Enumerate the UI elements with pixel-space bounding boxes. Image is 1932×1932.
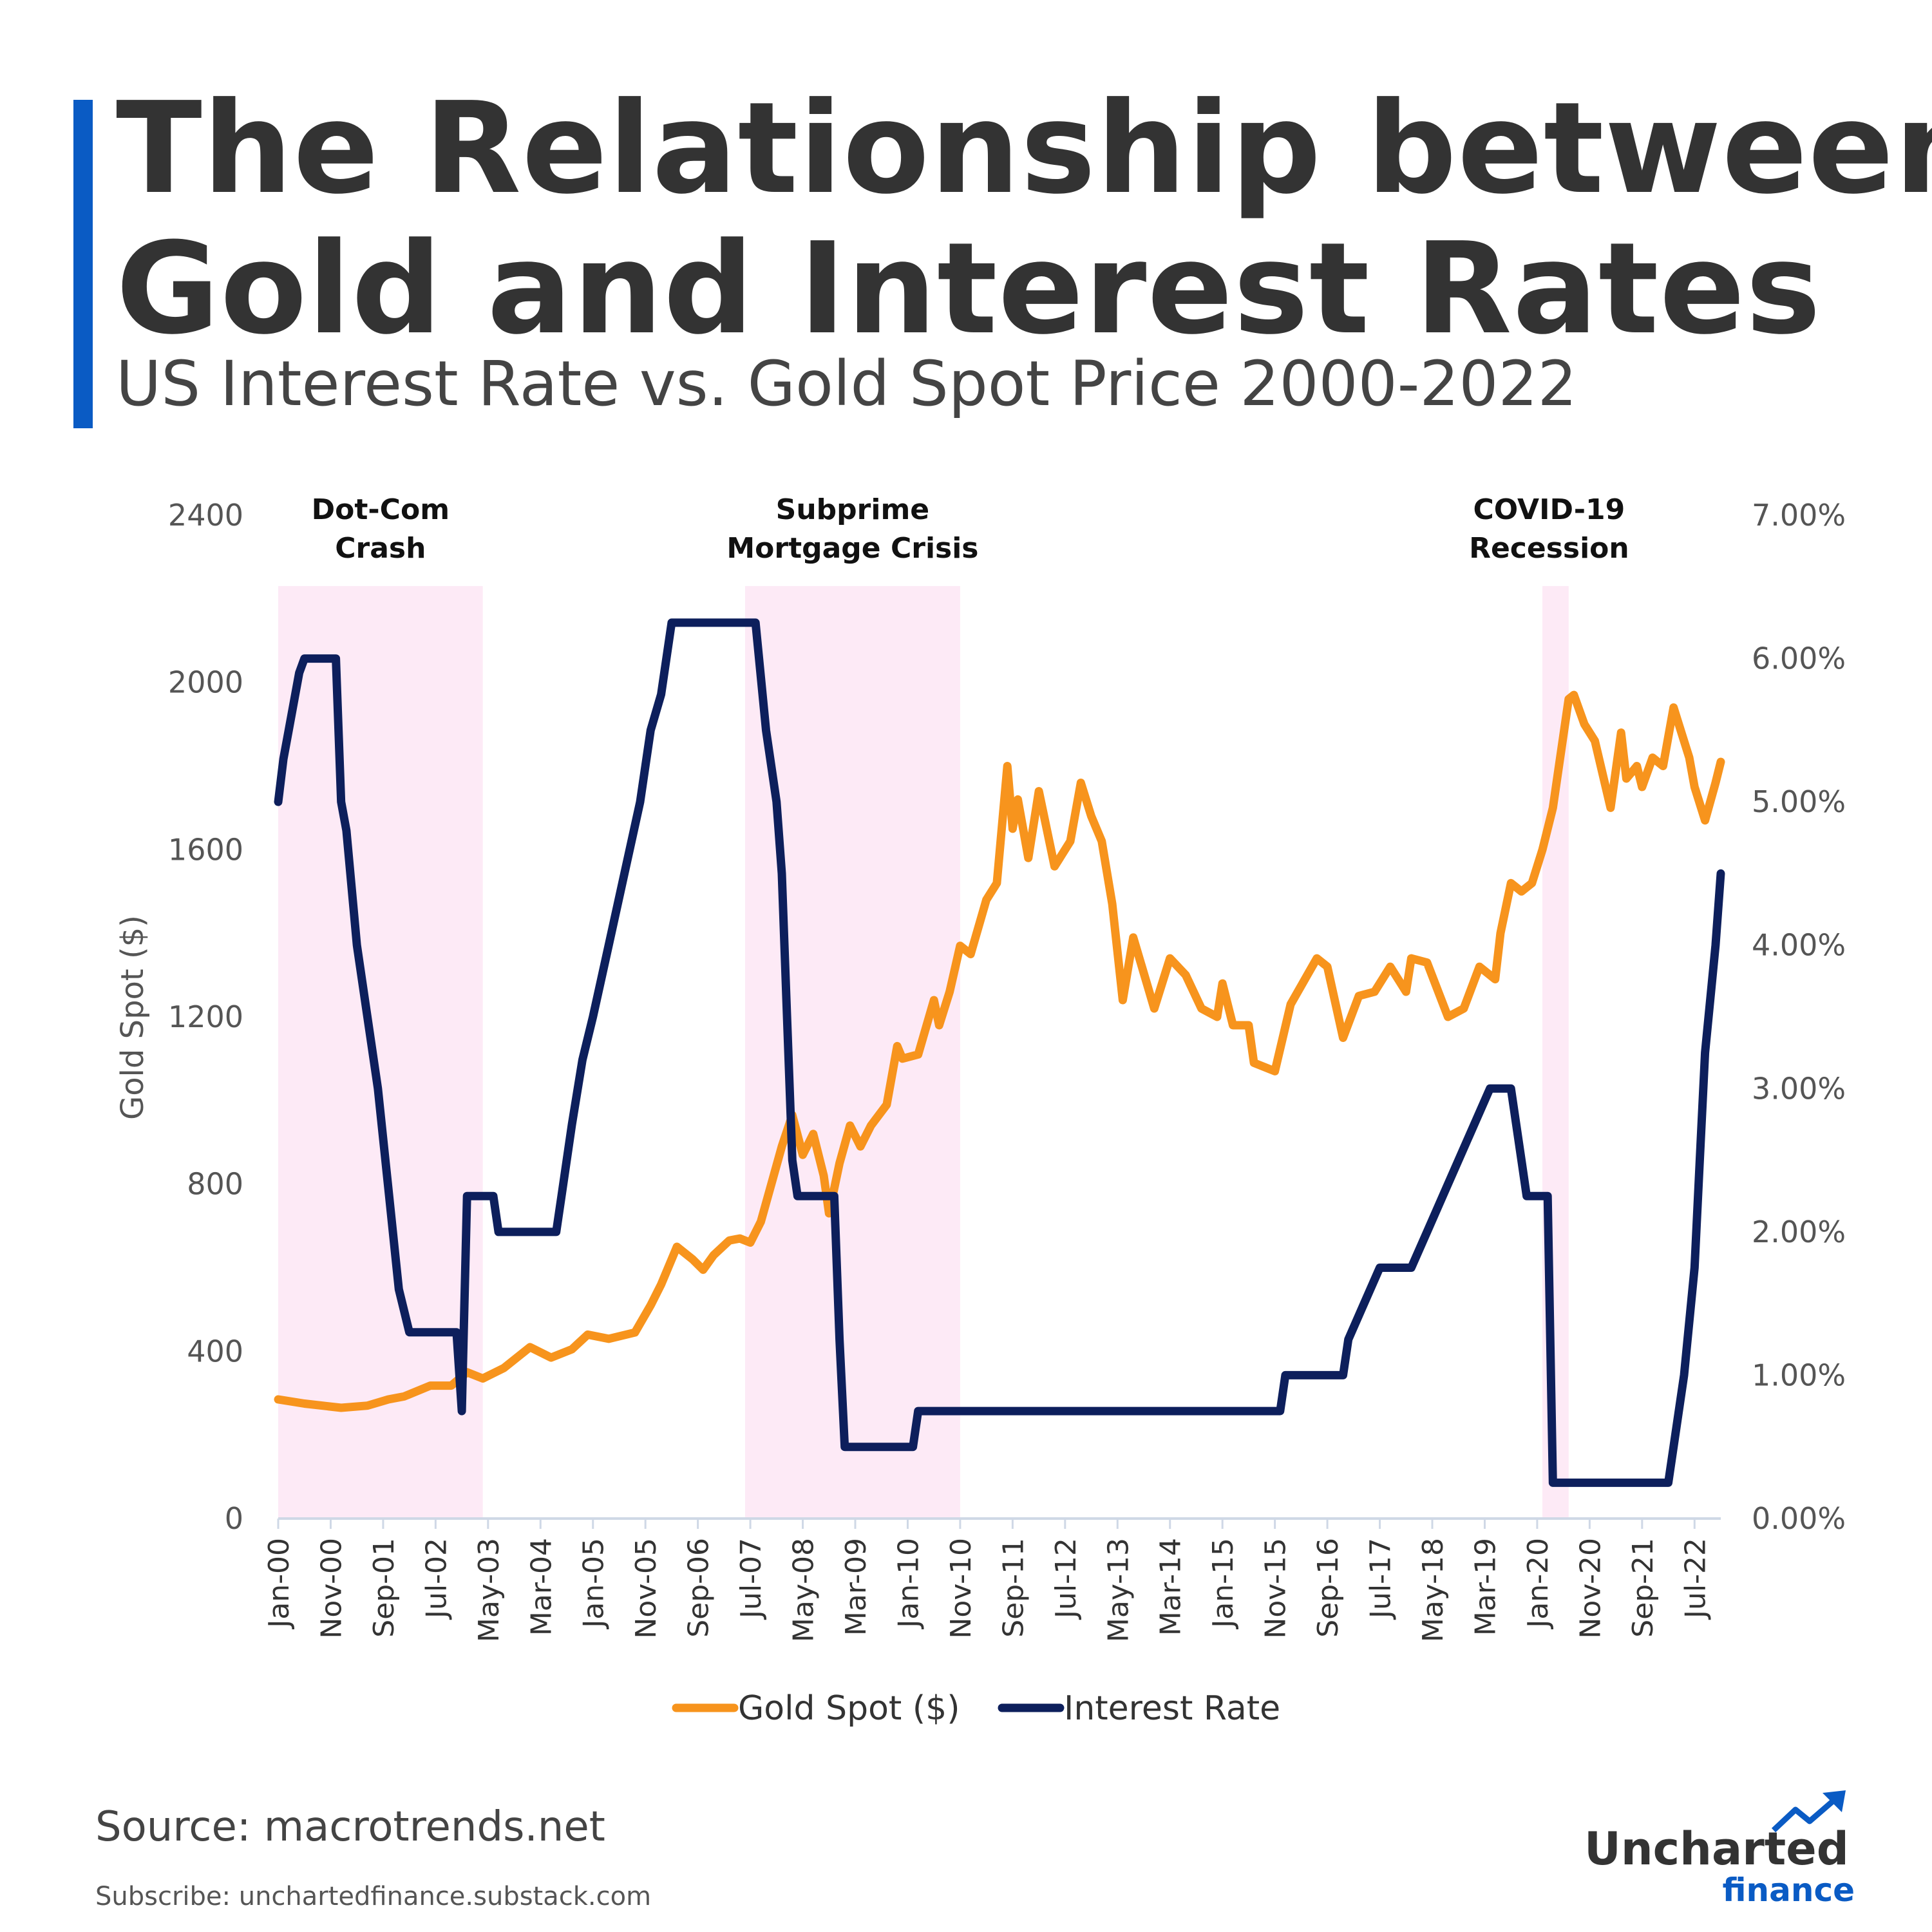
x-tick-label: Nov-00 — [315, 1538, 348, 1639]
uncharted-finance-logo: Uncharted finance — [1584, 1790, 1855, 1909]
accent-bar — [73, 100, 93, 428]
title-line-2: Gold and Interest Rates — [116, 216, 1822, 363]
x-tick-label: Jul-02 — [420, 1538, 453, 1620]
period-label: Crash — [335, 532, 426, 565]
y-right-tick-label: 2.00% — [1752, 1215, 1846, 1249]
x-tick-label: May-18 — [1417, 1538, 1450, 1642]
subscribe-link[interactable]: Subscribe: unchartedfinance.substack.com — [95, 1882, 652, 1911]
period-label: Subprime — [776, 493, 929, 526]
x-tick-label: Jan-15 — [1207, 1538, 1240, 1630]
y-left-tick-label: 2000 — [168, 665, 243, 700]
recession-band — [744, 586, 960, 1519]
recession-shading-layer — [278, 586, 1569, 1519]
y-right-tick-label: 5.00% — [1752, 784, 1846, 819]
x-tick-label: May-08 — [788, 1538, 820, 1642]
x-tick-label: Mar-14 — [1155, 1538, 1188, 1636]
y-right-tick-label: 0.00% — [1752, 1501, 1846, 1536]
x-tick-label: Sep-21 — [1627, 1538, 1660, 1638]
x-tick-label: Sep-16 — [1312, 1538, 1345, 1638]
x-tick-label: Sep-06 — [683, 1538, 715, 1638]
x-tick-label: Jul-17 — [1365, 1538, 1397, 1620]
period-label: Mortgage Crisis — [726, 532, 978, 565]
y-right-tick-label: 7.00% — [1752, 498, 1846, 533]
x-tick-label: Nov-10 — [945, 1538, 978, 1639]
x-tick-label: Nov-20 — [1574, 1538, 1607, 1639]
x-tick-label: Sep-11 — [997, 1538, 1030, 1638]
x-tick-label: May-03 — [473, 1538, 506, 1642]
legend-label-gold: Gold Spot ($) — [738, 1689, 960, 1728]
x-tick-label: Sep-01 — [368, 1538, 401, 1638]
y-right-tick-label: 4.00% — [1752, 928, 1846, 963]
logo-word-uncharted: Uncharted — [1584, 1823, 1849, 1875]
y-left-tick-label: 1600 — [168, 832, 243, 867]
x-tick-label: Jul-12 — [1050, 1538, 1083, 1620]
period-label: Dot-Com — [312, 493, 450, 526]
x-tick-label: Nov-15 — [1260, 1538, 1293, 1639]
x-tick-label: Nov-05 — [630, 1538, 663, 1639]
page-title: The Relationship between Gold and Intere… — [116, 79, 1932, 359]
y-left-tick-label: 400 — [187, 1334, 243, 1368]
period-label: Recession — [1469, 532, 1629, 565]
interest-rate-line — [274, 618, 1725, 1487]
source-note: Source: macrotrends.net — [95, 1803, 605, 1851]
x-tick-label: May-13 — [1102, 1538, 1135, 1642]
y-right-tick-label: 3.00% — [1752, 1071, 1846, 1106]
recession-band — [278, 586, 483, 1519]
y-axis-label: Gold Spot ($) — [115, 915, 151, 1120]
x-tick-label: Mar-09 — [840, 1538, 873, 1636]
x-tick-label: Jul-07 — [735, 1538, 768, 1620]
x-tick-label: Jan-10 — [892, 1538, 925, 1630]
legend-label-rate: Interest Rate — [1064, 1689, 1280, 1728]
x-tick-label: Jan-20 — [1522, 1538, 1555, 1630]
y-left-tick-label: 1200 — [168, 999, 243, 1034]
y-right-tick-label: 1.00% — [1752, 1358, 1846, 1392]
gold-price-line — [274, 690, 1725, 1412]
x-tick-label: Mar-04 — [525, 1538, 558, 1636]
logo-word-finance: finance — [1722, 1871, 1855, 1909]
label-layer: Dot-Com Crash Subprime Mortgage Crisis COVID… — [312, 493, 1629, 1728]
series-layer — [274, 618, 1725, 1487]
title-line-1: The Relationship between — [116, 75, 1932, 222]
x-tick-label: Jan-00 — [263, 1538, 296, 1630]
y-left-tick-label: 800 — [187, 1167, 243, 1202]
x-tick-label: Jan-05 — [578, 1538, 611, 1630]
y-left-tick-label: 2400 — [168, 498, 243, 533]
trend-up-arrow-icon — [1771, 1790, 1846, 1833]
page-subtitle: US Interest Rate vs. Gold Spot Price 200… — [116, 348, 1577, 420]
period-label: COVID-19 — [1473, 493, 1625, 526]
x-tick-label: Mar-19 — [1469, 1538, 1502, 1636]
axes-layer: 0 400 800 1200 1600 2000 2400 0.00% 1.00% 2.00% 3.… — [115, 498, 1846, 1642]
y-left-tick-label: 0 — [225, 1501, 243, 1536]
y-right-tick-label: 6.00% — [1752, 641, 1846, 676]
x-tick-label: Jul-22 — [1679, 1538, 1712, 1620]
